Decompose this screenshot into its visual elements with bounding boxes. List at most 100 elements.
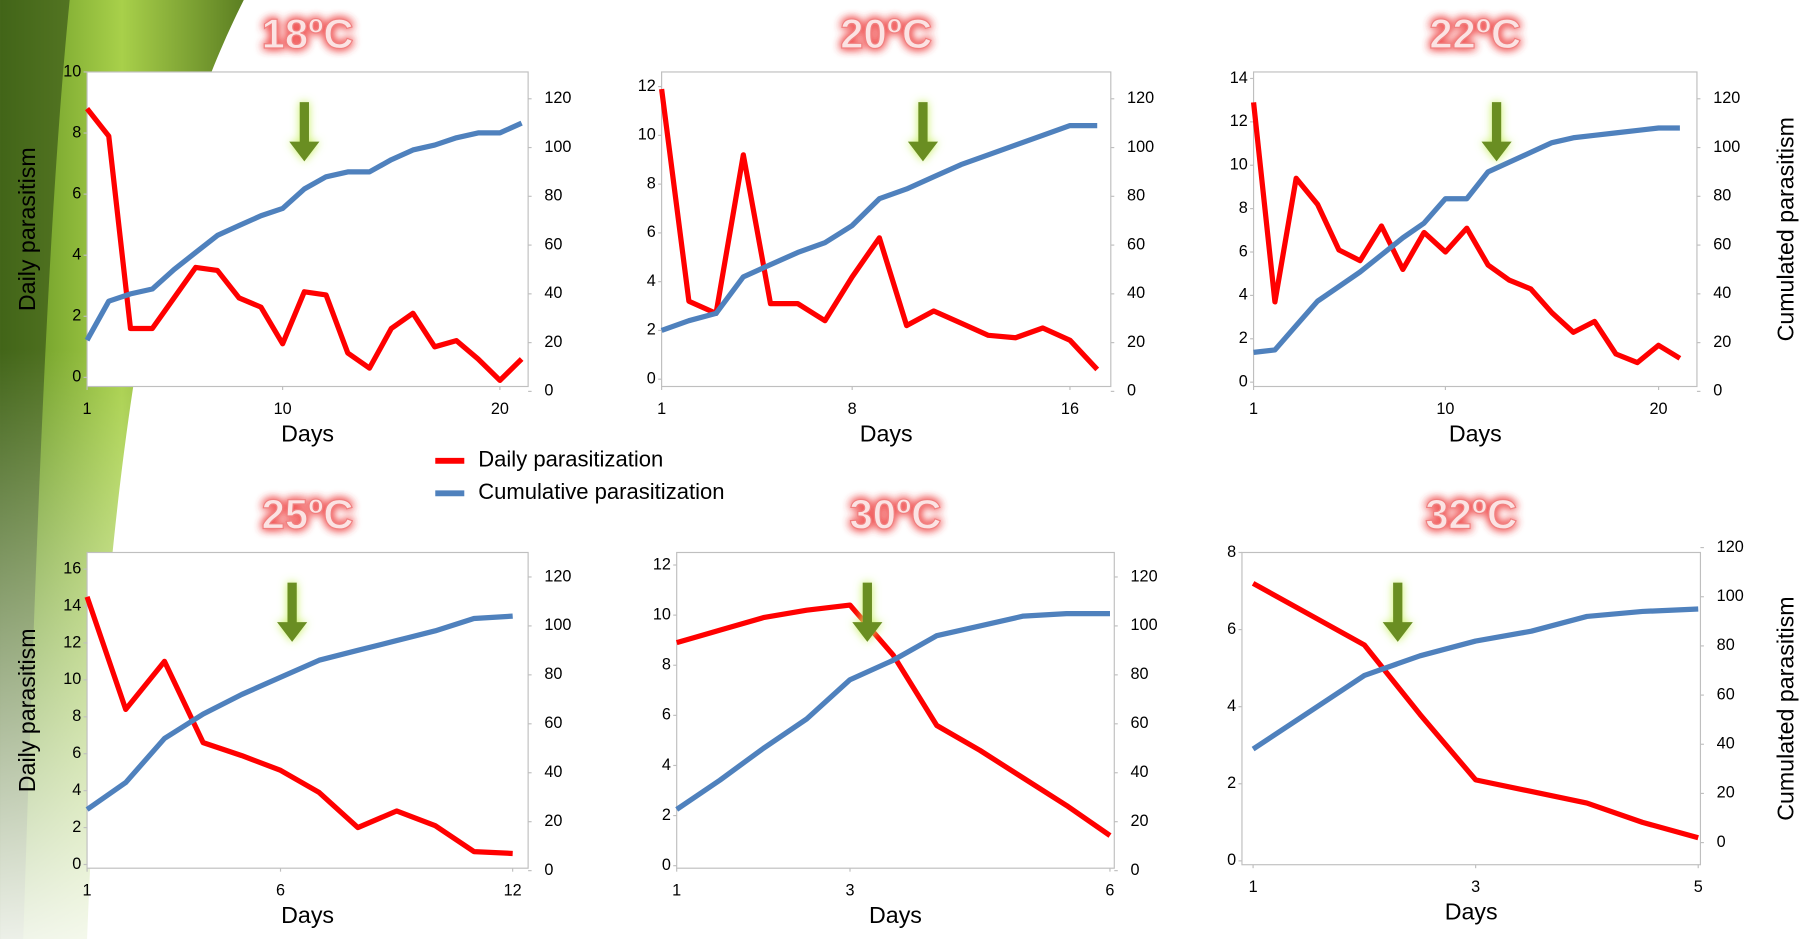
x-tick-label: 1 bbox=[83, 400, 92, 418]
series-line bbox=[675, 602, 1112, 838]
y-tick-label: 10 bbox=[653, 605, 671, 623]
y2-tick-label: 120 bbox=[544, 89, 571, 107]
y2-tick-label: 80 bbox=[544, 665, 562, 683]
x-tick-label: 1 bbox=[672, 882, 681, 900]
y-tick-label: 4 bbox=[1227, 697, 1236, 715]
y-tick-label: 14 bbox=[1230, 69, 1248, 87]
arrow-marker bbox=[289, 102, 320, 162]
legend-label: Cumulative parasitization bbox=[478, 479, 724, 504]
y-tick-label: 8 bbox=[1227, 543, 1236, 561]
y2-tick-label: 40 bbox=[544, 284, 562, 302]
x-tick-label: 20 bbox=[491, 400, 509, 418]
x-tick-label: 1 bbox=[83, 882, 92, 900]
y2-tick-label: 20 bbox=[1127, 333, 1145, 351]
y-axis-title: Daily parasitism bbox=[14, 628, 40, 792]
y2-tick-label: 20 bbox=[544, 333, 562, 351]
y2-tick-label: 20 bbox=[1131, 812, 1149, 830]
y-tick-label: 4 bbox=[1239, 286, 1248, 304]
x-tick-label: 10 bbox=[1436, 400, 1454, 418]
y-tick-label: 10 bbox=[63, 62, 81, 80]
y-tick-label: 8 bbox=[72, 123, 81, 141]
y-tick-label: 8 bbox=[72, 707, 81, 725]
y-tick-label: 10 bbox=[638, 126, 656, 144]
arrow-marker bbox=[1481, 102, 1512, 162]
x-tick-label: 1 bbox=[1249, 400, 1258, 418]
x-tick-label: 3 bbox=[1471, 878, 1480, 896]
y2-tick-label: 20 bbox=[1713, 333, 1731, 351]
y-tick-label: 4 bbox=[662, 756, 671, 774]
y-tick-label: 8 bbox=[647, 174, 656, 192]
chart-title: 20ºC bbox=[840, 10, 932, 57]
series-line bbox=[84, 595, 513, 857]
y-tick-label: 4 bbox=[72, 245, 81, 263]
x-axis-title: Days bbox=[1449, 420, 1502, 446]
y2-tick-label: 80 bbox=[1713, 187, 1731, 205]
x-axis-title: Days bbox=[281, 902, 334, 928]
y2-tick-label: 20 bbox=[1717, 784, 1735, 802]
y-tick-label: 2 bbox=[662, 806, 671, 824]
y2-tick-label: 100 bbox=[1713, 138, 1740, 156]
x-axis-title: Days bbox=[281, 420, 334, 446]
y2-tick-label: 80 bbox=[1131, 665, 1149, 683]
series-line bbox=[85, 107, 524, 383]
y2-tick-label: 0 bbox=[1717, 833, 1726, 851]
y2-tick-label: 80 bbox=[1717, 636, 1735, 654]
chart-title: 22ºC bbox=[1429, 10, 1521, 57]
y-tick-label: 12 bbox=[638, 77, 656, 95]
y-tick-label: 6 bbox=[72, 744, 81, 762]
y-tick-label: 0 bbox=[647, 369, 656, 387]
y-tick-label: 12 bbox=[63, 633, 81, 651]
y-tick-label: 10 bbox=[1230, 156, 1248, 174]
chart-title: 30ºC bbox=[850, 491, 942, 538]
y2-tick-label: 60 bbox=[1131, 714, 1149, 732]
x-tick-label: 16 bbox=[1061, 400, 1079, 418]
y2-tick-label: 40 bbox=[544, 763, 562, 781]
y2-tick-label: 60 bbox=[544, 235, 562, 253]
chart-title: 32ºC bbox=[1425, 491, 1517, 538]
series-line bbox=[85, 613, 513, 812]
chart-title: 25ºC bbox=[262, 491, 354, 538]
y-tick-label: 10 bbox=[63, 670, 81, 688]
y-tick-label: 4 bbox=[72, 781, 81, 799]
y2-tick-label: 0 bbox=[544, 861, 553, 879]
x-tick-label: 1 bbox=[657, 400, 666, 418]
plot-area bbox=[1252, 71, 1698, 388]
y2-tick-label: 120 bbox=[1131, 567, 1158, 585]
y-tick-label: 8 bbox=[1239, 199, 1248, 217]
chart-title: 18ºC bbox=[262, 10, 354, 57]
series-line bbox=[1251, 606, 1699, 752]
x-tick-label: 6 bbox=[276, 882, 285, 900]
x-tick-label: 10 bbox=[274, 400, 292, 418]
y2-tick-label: 60 bbox=[1717, 685, 1735, 703]
y-tick-label: 2 bbox=[1239, 329, 1248, 347]
y-tick-label: 2 bbox=[647, 321, 656, 339]
y-tick-label: 0 bbox=[662, 856, 671, 874]
series-line bbox=[675, 611, 1110, 812]
y2-tick-label: 40 bbox=[1127, 284, 1145, 302]
arrow-marker bbox=[277, 582, 308, 642]
y2-axis-title: Cumulated parasitism bbox=[1773, 117, 1799, 341]
y-tick-label: 12 bbox=[1230, 112, 1248, 130]
y2-tick-label: 100 bbox=[1127, 138, 1154, 156]
plot-area bbox=[86, 551, 529, 869]
y-tick-label: 16 bbox=[63, 559, 81, 577]
y-tick-label: 6 bbox=[72, 184, 81, 202]
y-tick-label: 4 bbox=[647, 272, 656, 290]
y-tick-label: 0 bbox=[72, 855, 81, 873]
series-line bbox=[660, 122, 1098, 333]
plot-area bbox=[676, 551, 1115, 869]
y-tick-label: 6 bbox=[1239, 242, 1248, 260]
y-tick-label: 2 bbox=[72, 307, 81, 325]
arrow-marker bbox=[852, 582, 883, 642]
y-tick-label: 0 bbox=[1239, 372, 1248, 390]
x-tick-label: 20 bbox=[1650, 400, 1668, 418]
y2-tick-label: 60 bbox=[1713, 235, 1731, 253]
y2-tick-label: 40 bbox=[1131, 763, 1149, 781]
series-line bbox=[1251, 581, 1699, 841]
x-tick-label: 6 bbox=[1105, 882, 1114, 900]
y2-tick-label: 60 bbox=[1127, 235, 1145, 253]
y-tick-label: 6 bbox=[662, 706, 671, 724]
y2-tick-label: 100 bbox=[544, 616, 571, 634]
series-line bbox=[84, 120, 523, 342]
